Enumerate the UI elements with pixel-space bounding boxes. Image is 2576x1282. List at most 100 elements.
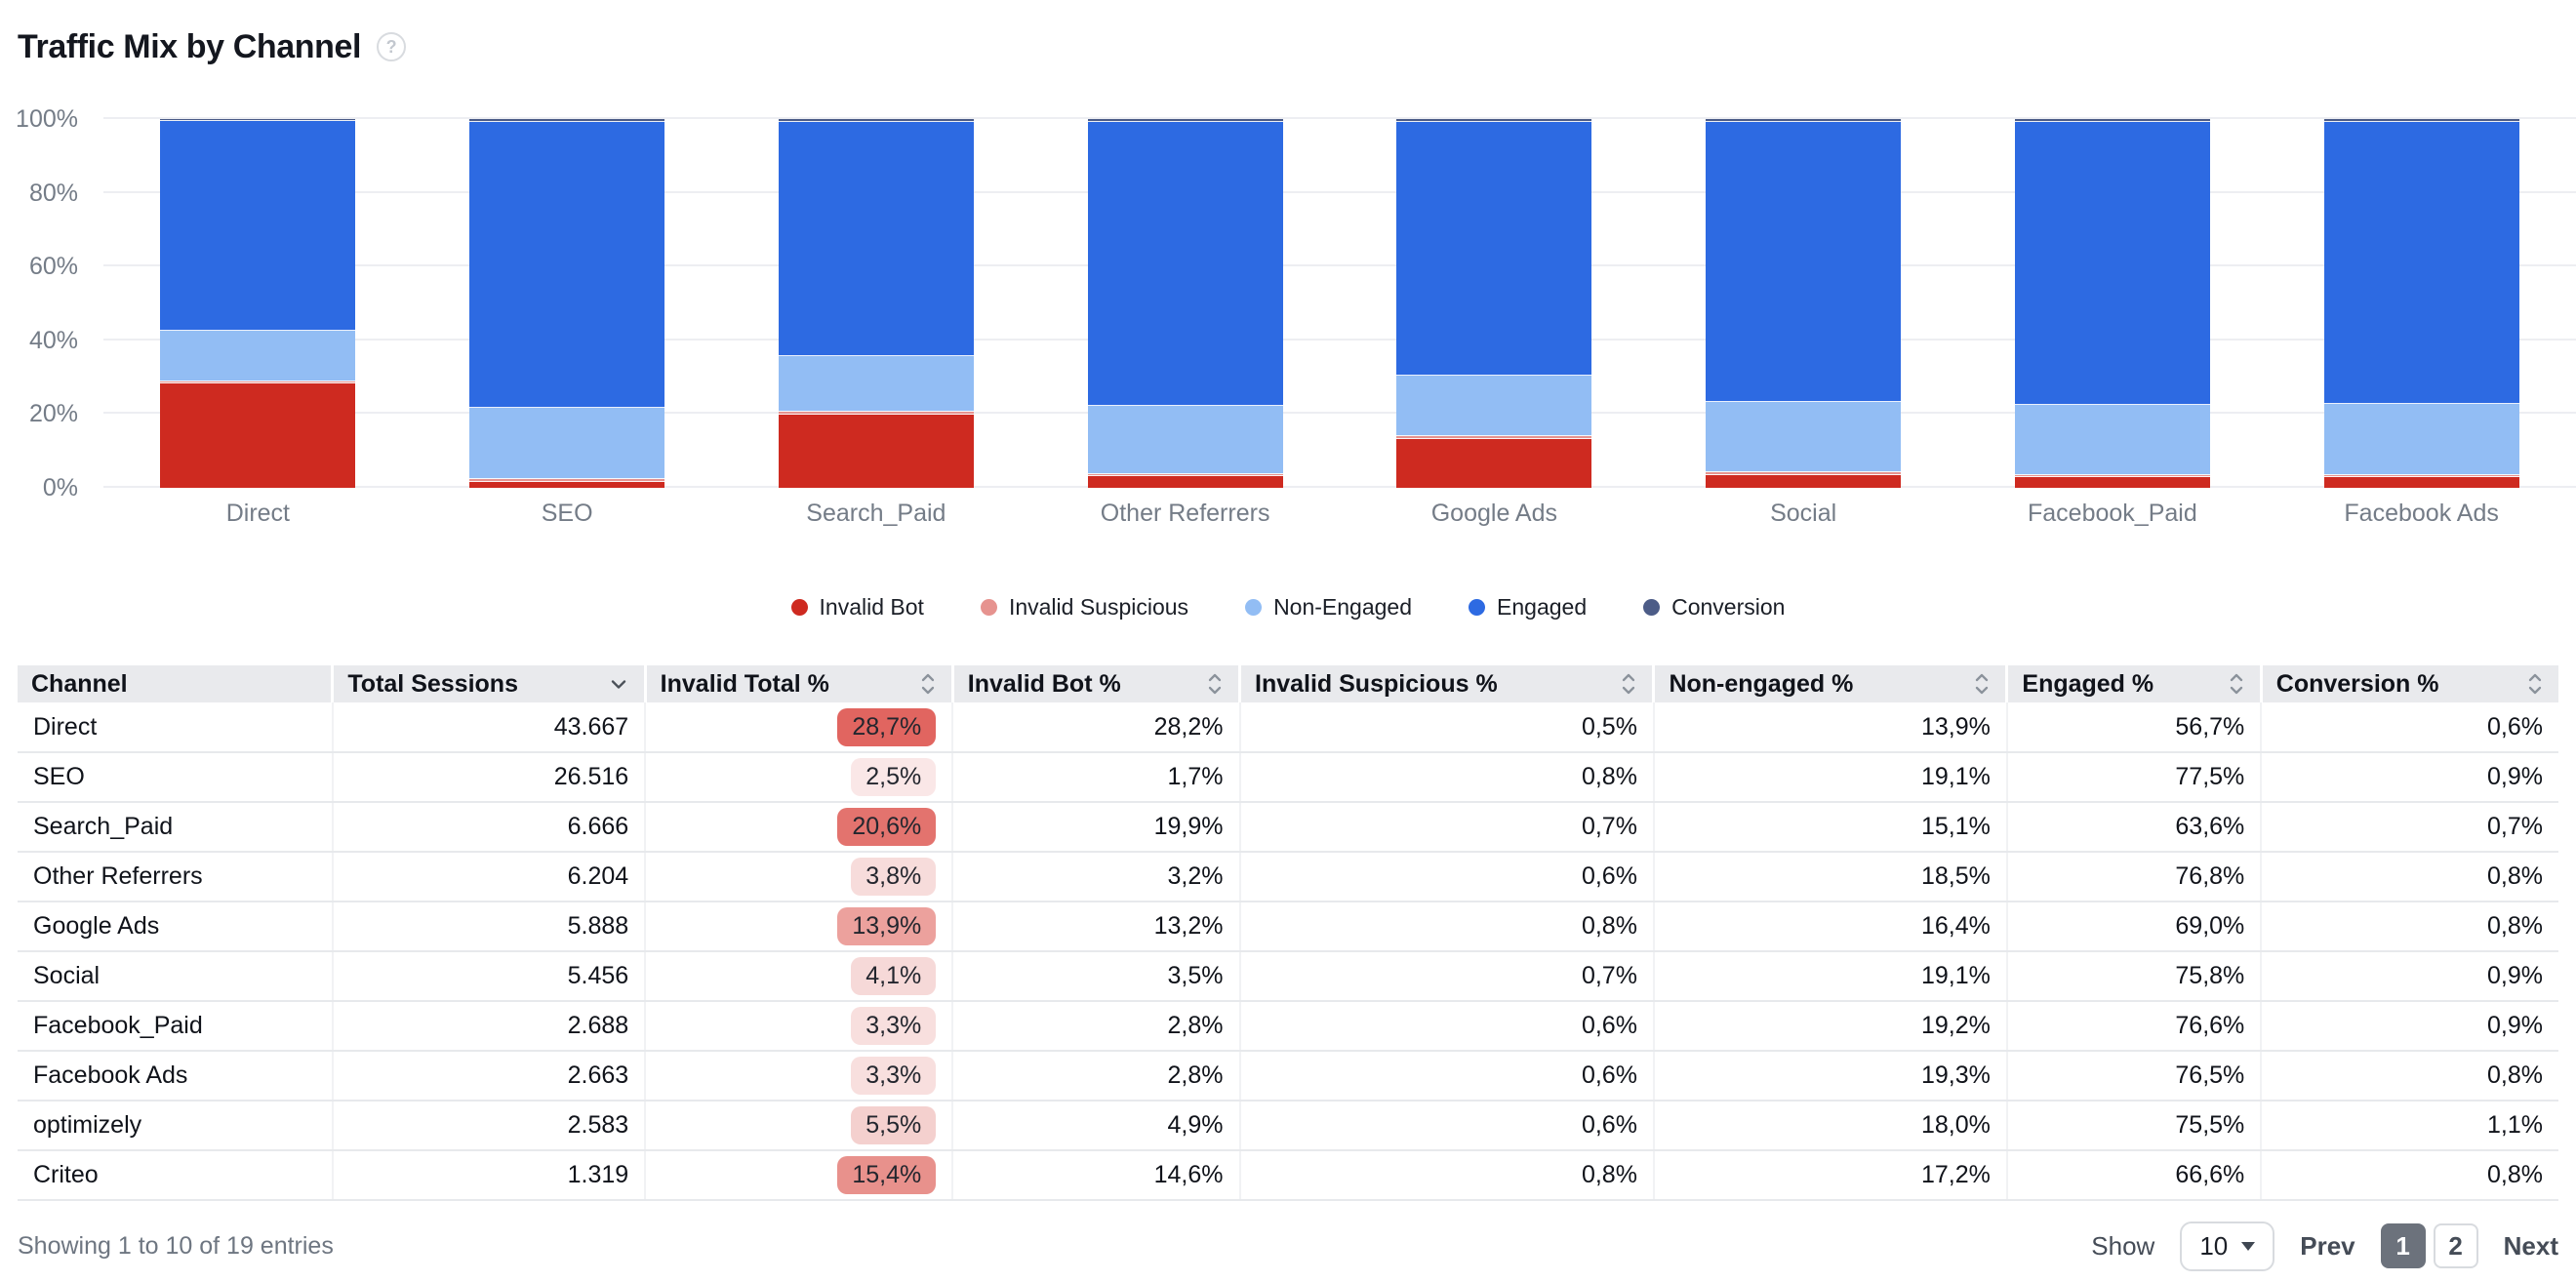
stacked-bar-social[interactable] xyxy=(1706,119,1902,488)
bar-segment-engaged[interactable] xyxy=(469,122,665,409)
column-header-invalid-total[interactable]: Invalid Total % xyxy=(645,665,954,702)
bar-segment-conversion[interactable] xyxy=(160,119,356,122)
bar-segment-conversion[interactable] xyxy=(778,119,974,122)
page-button-1[interactable]: 1 xyxy=(2380,1223,2426,1268)
bar-slot-search-paid xyxy=(722,119,1031,488)
bar-segment-engaged[interactable] xyxy=(2323,122,2519,405)
cell-engaged: 66,6% xyxy=(2006,1150,2263,1201)
table-row-search-paid: Search_Paid 6.666 20,6% 19,9% 0,7% 15,1% 63,6%… xyxy=(18,802,2558,853)
bar-segment-non-engaged[interactable] xyxy=(160,330,356,382)
bar-segment-engaged[interactable] xyxy=(2014,122,2210,405)
bar-segment-invalid-bot[interactable] xyxy=(1087,475,1283,488)
legend-item-invalid-bot[interactable]: Invalid Bot xyxy=(790,594,924,621)
table-row-optimizely: optimizely 2.583 5,5% 4,9% 0,6% 18,0% 75,5% 1,1… xyxy=(18,1101,2558,1151)
sort-desc-icon[interactable] xyxy=(607,672,630,696)
bar-segment-invalid-bot[interactable] xyxy=(160,383,356,488)
bar-segment-invalid-suspicious[interactable] xyxy=(1396,436,1592,440)
cell-channel: Direct xyxy=(18,702,334,753)
cell-conversion: 0,8% xyxy=(2261,1051,2558,1102)
column-header-total-sessions[interactable]: Total Sessions xyxy=(332,665,647,702)
bar-segment-invalid-suspicious[interactable] xyxy=(778,412,974,415)
cell-engaged: 56,7% xyxy=(2006,702,2263,753)
caret-down-icon xyxy=(2241,1241,2256,1251)
bar-segment-non-engaged[interactable] xyxy=(778,356,974,413)
column-header-conversion[interactable]: Conversion % xyxy=(2261,665,2558,702)
legend-item-conversion[interactable]: Conversion xyxy=(1643,594,1785,621)
bar-segment-engaged[interactable] xyxy=(1706,122,1902,402)
bar-segment-engaged[interactable] xyxy=(778,121,974,357)
bar-segment-invalid-bot[interactable] xyxy=(1706,474,1902,488)
cell-invalid-suspicious: 0,7% xyxy=(1239,802,1655,853)
bar-segment-invalid-bot[interactable] xyxy=(2323,477,2519,488)
stacked-bar-google-ads[interactable] xyxy=(1396,119,1592,488)
bar-segment-non-engaged[interactable] xyxy=(469,408,665,479)
bar-segment-engaged[interactable] xyxy=(160,121,356,331)
stacked-bar-seo[interactable] xyxy=(469,119,665,488)
stacked-bar-facebook-paid[interactable] xyxy=(2014,119,2210,488)
table-row-criteo: Criteo 1.319 15,4% 14,6% 0,8% 17,2% 66,6% 0,8% xyxy=(18,1150,2558,1201)
page-button-2[interactable]: 2 xyxy=(2433,1223,2478,1268)
bar-segment-engaged[interactable] xyxy=(1087,122,1283,406)
bar-segment-invalid-bot[interactable] xyxy=(2014,477,2210,488)
bar-segment-invalid-suspicious[interactable] xyxy=(1087,473,1283,476)
invalid-total-badge: 3,3% xyxy=(851,1057,937,1095)
bar-segment-non-engaged[interactable] xyxy=(1396,376,1592,437)
bar-segment-invalid-suspicious[interactable] xyxy=(469,478,665,482)
column-header-invalid-bot[interactable]: Invalid Bot % xyxy=(952,665,1242,702)
cell-invalid-total: 20,6% xyxy=(645,802,954,853)
bar-slot-direct xyxy=(103,119,413,488)
entries-summary: Showing 1 to 10 of 19 entries xyxy=(18,1231,334,1260)
next-button[interactable]: Next xyxy=(2503,1230,2558,1261)
help-icon[interactable]: ? xyxy=(377,32,407,61)
bar-segment-invalid-bot[interactable] xyxy=(778,414,974,488)
cell-non-engaged: 17,2% xyxy=(1653,1150,2008,1201)
cell-total-sessions: 5.888 xyxy=(332,901,647,952)
legend-label: Engaged xyxy=(1497,593,1588,620)
bar-segment-invalid-suspicious[interactable] xyxy=(2323,475,2519,478)
legend-item-engaged[interactable]: Engaged xyxy=(1469,594,1587,621)
bar-segment-invalid-bot[interactable] xyxy=(1396,439,1592,488)
column-header-invalid-suspicious[interactable]: Invalid Suspicious % xyxy=(1239,665,1656,702)
sort-icon[interactable] xyxy=(2525,670,2545,698)
bar-segment-invalid-bot[interactable] xyxy=(469,481,665,488)
legend-item-invalid-suspicious[interactable]: Invalid Suspicious xyxy=(980,594,1188,621)
bar-segment-non-engaged[interactable] xyxy=(1087,405,1283,474)
sort-icon[interactable] xyxy=(1205,670,1225,698)
bar-segment-engaged[interactable] xyxy=(1396,122,1592,377)
stacked-bar-search-paid[interactable] xyxy=(778,119,974,488)
stacked-bar-facebook-ads[interactable] xyxy=(2323,119,2519,488)
cell-engaged: 63,6% xyxy=(2006,802,2263,853)
column-header-non-engaged[interactable]: Non-engaged % xyxy=(1653,665,2009,702)
bar-segment-conversion[interactable] xyxy=(1087,119,1283,123)
bar-segment-conversion[interactable] xyxy=(1396,119,1592,123)
invalid-total-badge: 2,5% xyxy=(851,758,937,796)
bar-segment-non-engaged[interactable] xyxy=(1706,401,1902,473)
legend-item-non-engaged[interactable]: Non-Engaged xyxy=(1245,594,1412,621)
bar-segment-invalid-suspicious[interactable] xyxy=(1706,472,1902,475)
column-header-channel: Channel xyxy=(18,665,335,702)
page-size-select[interactable]: 10 xyxy=(2180,1221,2275,1271)
bar-segment-non-engaged[interactable] xyxy=(2014,404,2210,476)
prev-button[interactable]: Prev xyxy=(2300,1230,2355,1261)
stacked-bar-direct[interactable] xyxy=(160,119,356,488)
sort-icon[interactable] xyxy=(1619,670,1638,698)
bar-segment-non-engaged[interactable] xyxy=(2323,404,2519,476)
bar-segment-conversion[interactable] xyxy=(2323,119,2519,123)
cell-engaged: 76,6% xyxy=(2006,1001,2263,1052)
sort-icon[interactable] xyxy=(918,670,938,698)
bar-segment-conversion[interactable] xyxy=(469,119,665,123)
bar-segment-conversion[interactable] xyxy=(2014,119,2210,123)
sort-icon[interactable] xyxy=(1972,670,1992,698)
cell-invalid-suspicious: 0,7% xyxy=(1239,951,1655,1002)
bar-slot-other-referrers xyxy=(1030,119,1340,488)
sort-icon[interactable] xyxy=(2227,670,2246,698)
x-axis-label: Facebook Ads xyxy=(2344,500,2499,527)
bar-segment-invalid-suspicious[interactable] xyxy=(160,381,356,384)
bar-segment-invalid-suspicious[interactable] xyxy=(2014,475,2210,478)
bar-segment-conversion[interactable] xyxy=(1706,119,1902,123)
cell-channel: Facebook Ads xyxy=(18,1051,334,1102)
column-header-engaged[interactable]: Engaged % xyxy=(2006,665,2263,702)
stacked-bar-other-referrers[interactable] xyxy=(1087,119,1283,488)
table-row-seo: SEO 26.516 2,5% 1,7% 0,8% 19,1% 77,5% 0,9% xyxy=(18,752,2558,803)
y-tick-label: 80% xyxy=(28,179,78,207)
